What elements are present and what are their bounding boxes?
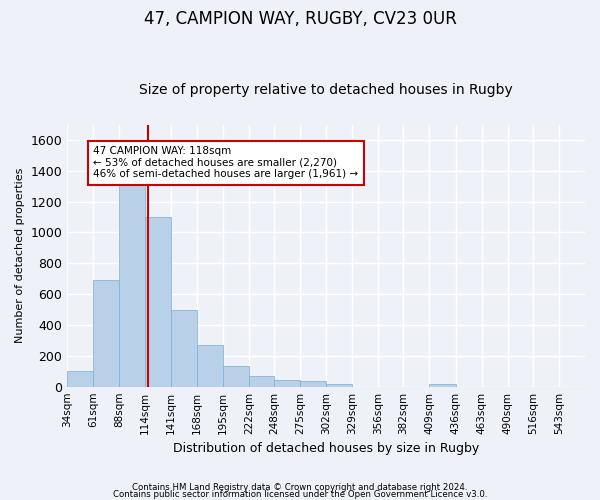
Bar	[145, 217, 170, 386]
Bar	[326, 384, 352, 386]
Bar	[430, 384, 455, 386]
Text: 47, CAMPION WAY, RUGBY, CV23 0UR: 47, CAMPION WAY, RUGBY, CV23 0UR	[143, 10, 457, 28]
Bar	[94, 280, 119, 386]
Text: 47 CAMPION WAY: 118sqm
← 53% of detached houses are smaller (2,270)
46% of semi-: 47 CAMPION WAY: 118sqm ← 53% of detached…	[94, 146, 358, 180]
Bar	[300, 382, 326, 386]
Text: Contains HM Land Registry data © Crown copyright and database right 2024.: Contains HM Land Registry data © Crown c…	[132, 484, 468, 492]
X-axis label: Distribution of detached houses by size in Rugby: Distribution of detached houses by size …	[173, 442, 479, 455]
Y-axis label: Number of detached properties: Number of detached properties	[15, 168, 25, 344]
Bar	[67, 372, 94, 386]
Bar	[223, 366, 249, 386]
Bar	[274, 380, 300, 386]
Title: Size of property relative to detached houses in Rugby: Size of property relative to detached ho…	[139, 83, 513, 97]
Text: Contains public sector information licensed under the Open Government Licence v3: Contains public sector information licen…	[113, 490, 487, 499]
Bar	[249, 376, 274, 386]
Bar	[119, 180, 145, 386]
Bar	[170, 310, 197, 386]
Bar	[197, 345, 223, 387]
